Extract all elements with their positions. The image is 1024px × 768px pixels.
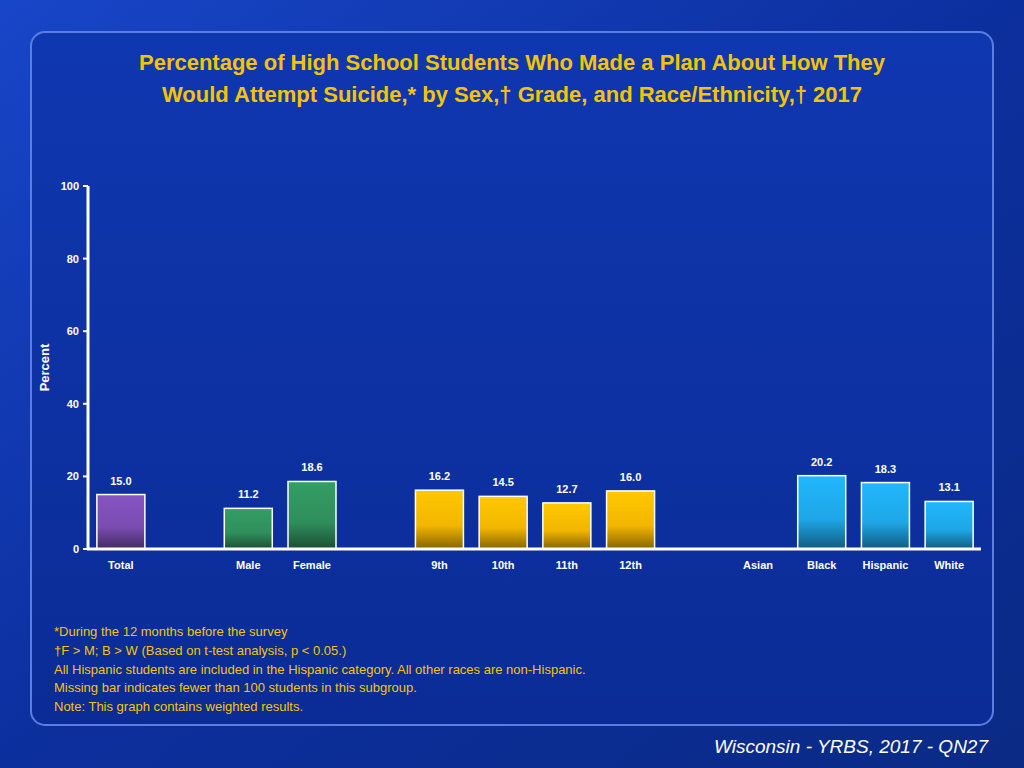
bar [861,483,909,549]
footnote: Note: This graph contains weighted resul… [54,699,303,714]
y-tick-label: 100 [61,180,79,192]
y-tick [83,330,88,332]
bars [97,476,973,549]
bar [288,481,336,549]
x-tick-label: Hispanic [862,559,908,571]
x-tick-label: 12th [619,559,642,571]
x-tick-label: Total [108,559,133,571]
x-tick-label: White [934,559,964,571]
y-tick [83,258,88,260]
y-tick [83,185,88,187]
panel [31,32,993,725]
data-label: 16.2 [429,470,450,482]
data-label: 20.2 [811,456,832,468]
bar [415,490,463,549]
footnote: *During the 12 months before the survey [54,624,288,639]
x-tick-label: 11th [556,559,578,571]
data-label: 11.2 [238,488,259,500]
y-tick-label: 0 [73,543,79,555]
data-label: 15.0 [110,475,131,487]
y-tick-label: 80 [67,253,79,265]
footnote: †F > M; B > W (Based on t-test analysis,… [54,643,346,658]
title: Percentage of High School Students Who M… [139,50,886,75]
y-tick-label: 60 [67,325,79,337]
data-label: 13.1 [938,481,959,493]
background [0,0,1024,768]
y-tick [83,403,88,405]
footnote: Missing bar indicates fewer than 100 stu… [54,680,417,695]
x-tick-label: Asian [743,559,773,571]
y-axis-label: Percent [37,343,52,391]
x-tick-label: 9th [431,559,448,571]
x-axis [87,548,981,551]
x-tick-label: 10th [492,559,515,571]
footnote: All Hispanic students are included in th… [54,662,586,677]
data-label: 18.6 [301,461,322,473]
y-tick [83,475,88,477]
bar [543,503,591,549]
title: Would Attempt Suicide,* by Sex,† Grade, … [162,82,862,107]
bar [479,496,527,549]
source: Wisconsin - YRBS, 2017 - QN27 [714,736,989,757]
x-tick-label: Female [293,559,331,571]
y-tick-label: 20 [67,470,79,482]
bar [798,476,846,549]
bar [607,491,655,549]
y-axis [87,186,90,549]
bar [97,495,145,549]
x-tick-label: Black [807,559,837,571]
y-tick-label: 40 [67,398,79,410]
data-label: 16.0 [620,471,641,483]
data-label: 12.7 [556,483,577,495]
bar [925,501,973,549]
x-tick-label: Male [236,559,260,571]
bar [224,508,272,549]
chart: Percentage of High School Students Who M… [0,0,1024,768]
data-label: 18.3 [875,463,896,475]
data-label: 14.5 [492,476,513,488]
